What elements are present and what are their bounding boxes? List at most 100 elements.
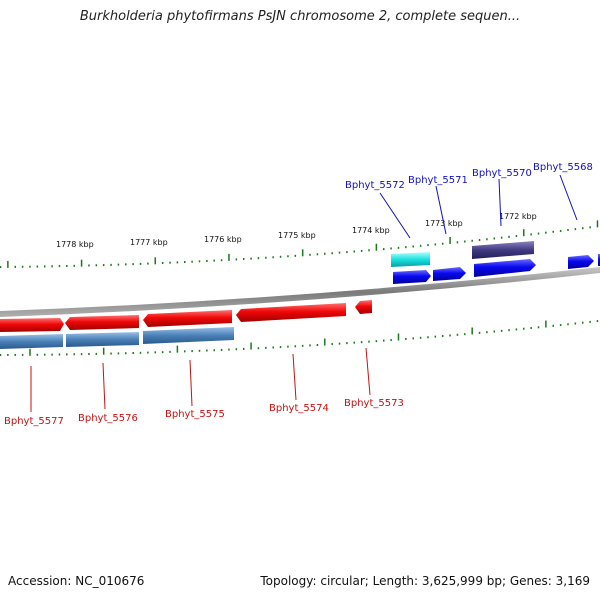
minor-tick <box>390 247 392 250</box>
minor-tick <box>545 231 547 234</box>
gene-label-bphyt-5575[interactable]: Bphyt_5575 <box>165 409 225 420</box>
gene-arrow-bphyt-5574[interactable] <box>236 303 346 322</box>
minor-tick <box>21 353 24 356</box>
gene-feature-purple[interactable] <box>472 241 534 259</box>
gene-feature-steel-1[interactable] <box>0 334 63 349</box>
minor-tick <box>125 263 127 266</box>
gene-feature-cyan[interactable] <box>391 252 430 267</box>
kbp-label-1775: 1775 kbp <box>278 231 316 240</box>
minor-tick <box>265 346 267 349</box>
minor-tick <box>581 321 584 324</box>
minor-tick <box>316 253 319 256</box>
gene-label-bphyt-5573[interactable]: Bphyt_5573 <box>344 398 404 409</box>
minor-tick <box>368 340 370 343</box>
minor-tick <box>154 351 157 354</box>
major-tick <box>29 348 31 356</box>
minor-tick <box>559 229 562 232</box>
gene-arrow-bphyt-5572[interactable] <box>393 270 431 284</box>
minor-tick <box>272 256 274 259</box>
gene-label-bphyt-5571[interactable]: Bphyt_5571 <box>408 175 468 186</box>
gene-label-bphyt-5568[interactable]: Bphyt_5568 <box>533 162 593 173</box>
major-tick <box>7 260 9 268</box>
major-tick <box>471 327 473 335</box>
minor-tick <box>279 346 282 349</box>
gene-arrow-bphyt-5577[interactable] <box>0 318 64 332</box>
minor-tick <box>287 255 289 258</box>
gene-label-bphyt-5574[interactable]: Bphyt_5574 <box>269 403 329 414</box>
major-tick <box>324 338 326 346</box>
minor-tick <box>58 353 61 356</box>
minor-tick <box>316 343 319 346</box>
minor-tick <box>139 262 142 265</box>
gene-arrow-bphyt-5571[interactable] <box>433 267 466 281</box>
minor-tick <box>331 343 333 346</box>
minor-tick <box>110 263 112 266</box>
minor-tick <box>95 352 98 355</box>
gene-label-bphyt-5577[interactable]: Bphyt_5577 <box>4 416 64 427</box>
major-tick <box>154 257 157 265</box>
gene-arrow-bphyt-5573[interactable] <box>355 300 372 314</box>
minor-tick <box>346 251 348 254</box>
minor-tick <box>405 337 407 340</box>
minor-tick <box>360 341 363 344</box>
minor-tick <box>147 262 149 265</box>
minor-tick <box>353 341 356 344</box>
minor-tick <box>530 233 532 236</box>
minor-tick <box>368 249 370 252</box>
major-tick <box>176 345 179 353</box>
minor-tick <box>449 334 451 337</box>
minor-tick <box>272 346 274 349</box>
major-tick <box>250 342 252 350</box>
minor-tick <box>508 235 510 238</box>
minor-tick <box>309 253 311 256</box>
gene-arrow-bphyt-5568[interactable] <box>568 255 594 269</box>
gene-label-bphyt-5576[interactable]: Bphyt_5576 <box>78 413 138 424</box>
major-tick <box>375 243 378 251</box>
minor-tick <box>66 353 68 356</box>
minor-tick <box>220 348 223 351</box>
minor-tick <box>567 229 569 232</box>
upper-tick-ruler <box>0 220 599 268</box>
gene-feature-steel-2[interactable] <box>66 332 139 347</box>
minor-tick <box>405 246 407 249</box>
gene-arrow-bphyt-5575[interactable] <box>143 310 232 327</box>
minor-tick <box>73 264 75 267</box>
minor-tick <box>125 352 127 355</box>
minor-tick <box>198 349 201 352</box>
minor-tick <box>552 230 554 233</box>
kbp-label-1776: 1776 kbp <box>204 235 242 244</box>
minor-tick <box>353 250 356 253</box>
minor-tick <box>456 241 459 244</box>
bottom-leader-lines <box>30 347 371 412</box>
minor-tick <box>66 265 68 267</box>
major-tick <box>228 253 230 261</box>
gene-arrow-bphyt-5570[interactable] <box>474 259 536 277</box>
minor-tick <box>508 329 510 332</box>
map-title: Burkholderia phytofirmans PsJN chromosom… <box>79 9 521 24</box>
gene-feature-steel-3[interactable] <box>143 327 234 344</box>
gene-label-bphyt-5572[interactable]: Bphyt_5572 <box>345 180 405 191</box>
gene-arrow-bphyt-5576[interactable] <box>65 315 139 330</box>
minor-tick <box>213 349 215 352</box>
minor-tick <box>309 344 311 347</box>
kbp-label-1777: 1777 kbp <box>130 238 168 247</box>
topology-summary: Topology: circular; Length: 3,625,999 bp… <box>260 574 590 588</box>
minor-tick <box>500 329 503 332</box>
minor-tick <box>346 342 348 345</box>
minor-tick <box>36 265 39 268</box>
minor-tick <box>95 264 98 267</box>
minor-tick <box>360 249 363 252</box>
minor-tick <box>537 232 540 235</box>
minor-tick <box>250 257 252 260</box>
minor-tick <box>257 257 260 260</box>
minor-tick <box>559 324 562 327</box>
minor-tick <box>73 353 75 356</box>
minor-tick <box>471 239 473 242</box>
minor-tick <box>147 351 149 354</box>
gene-label-bphyt-5570[interactable]: Bphyt_5570 <box>472 168 532 179</box>
minor-tick <box>552 324 554 327</box>
minor-tick <box>382 248 385 251</box>
minor-tick <box>427 244 429 247</box>
minor-tick <box>419 336 422 339</box>
minor-tick <box>589 226 591 229</box>
